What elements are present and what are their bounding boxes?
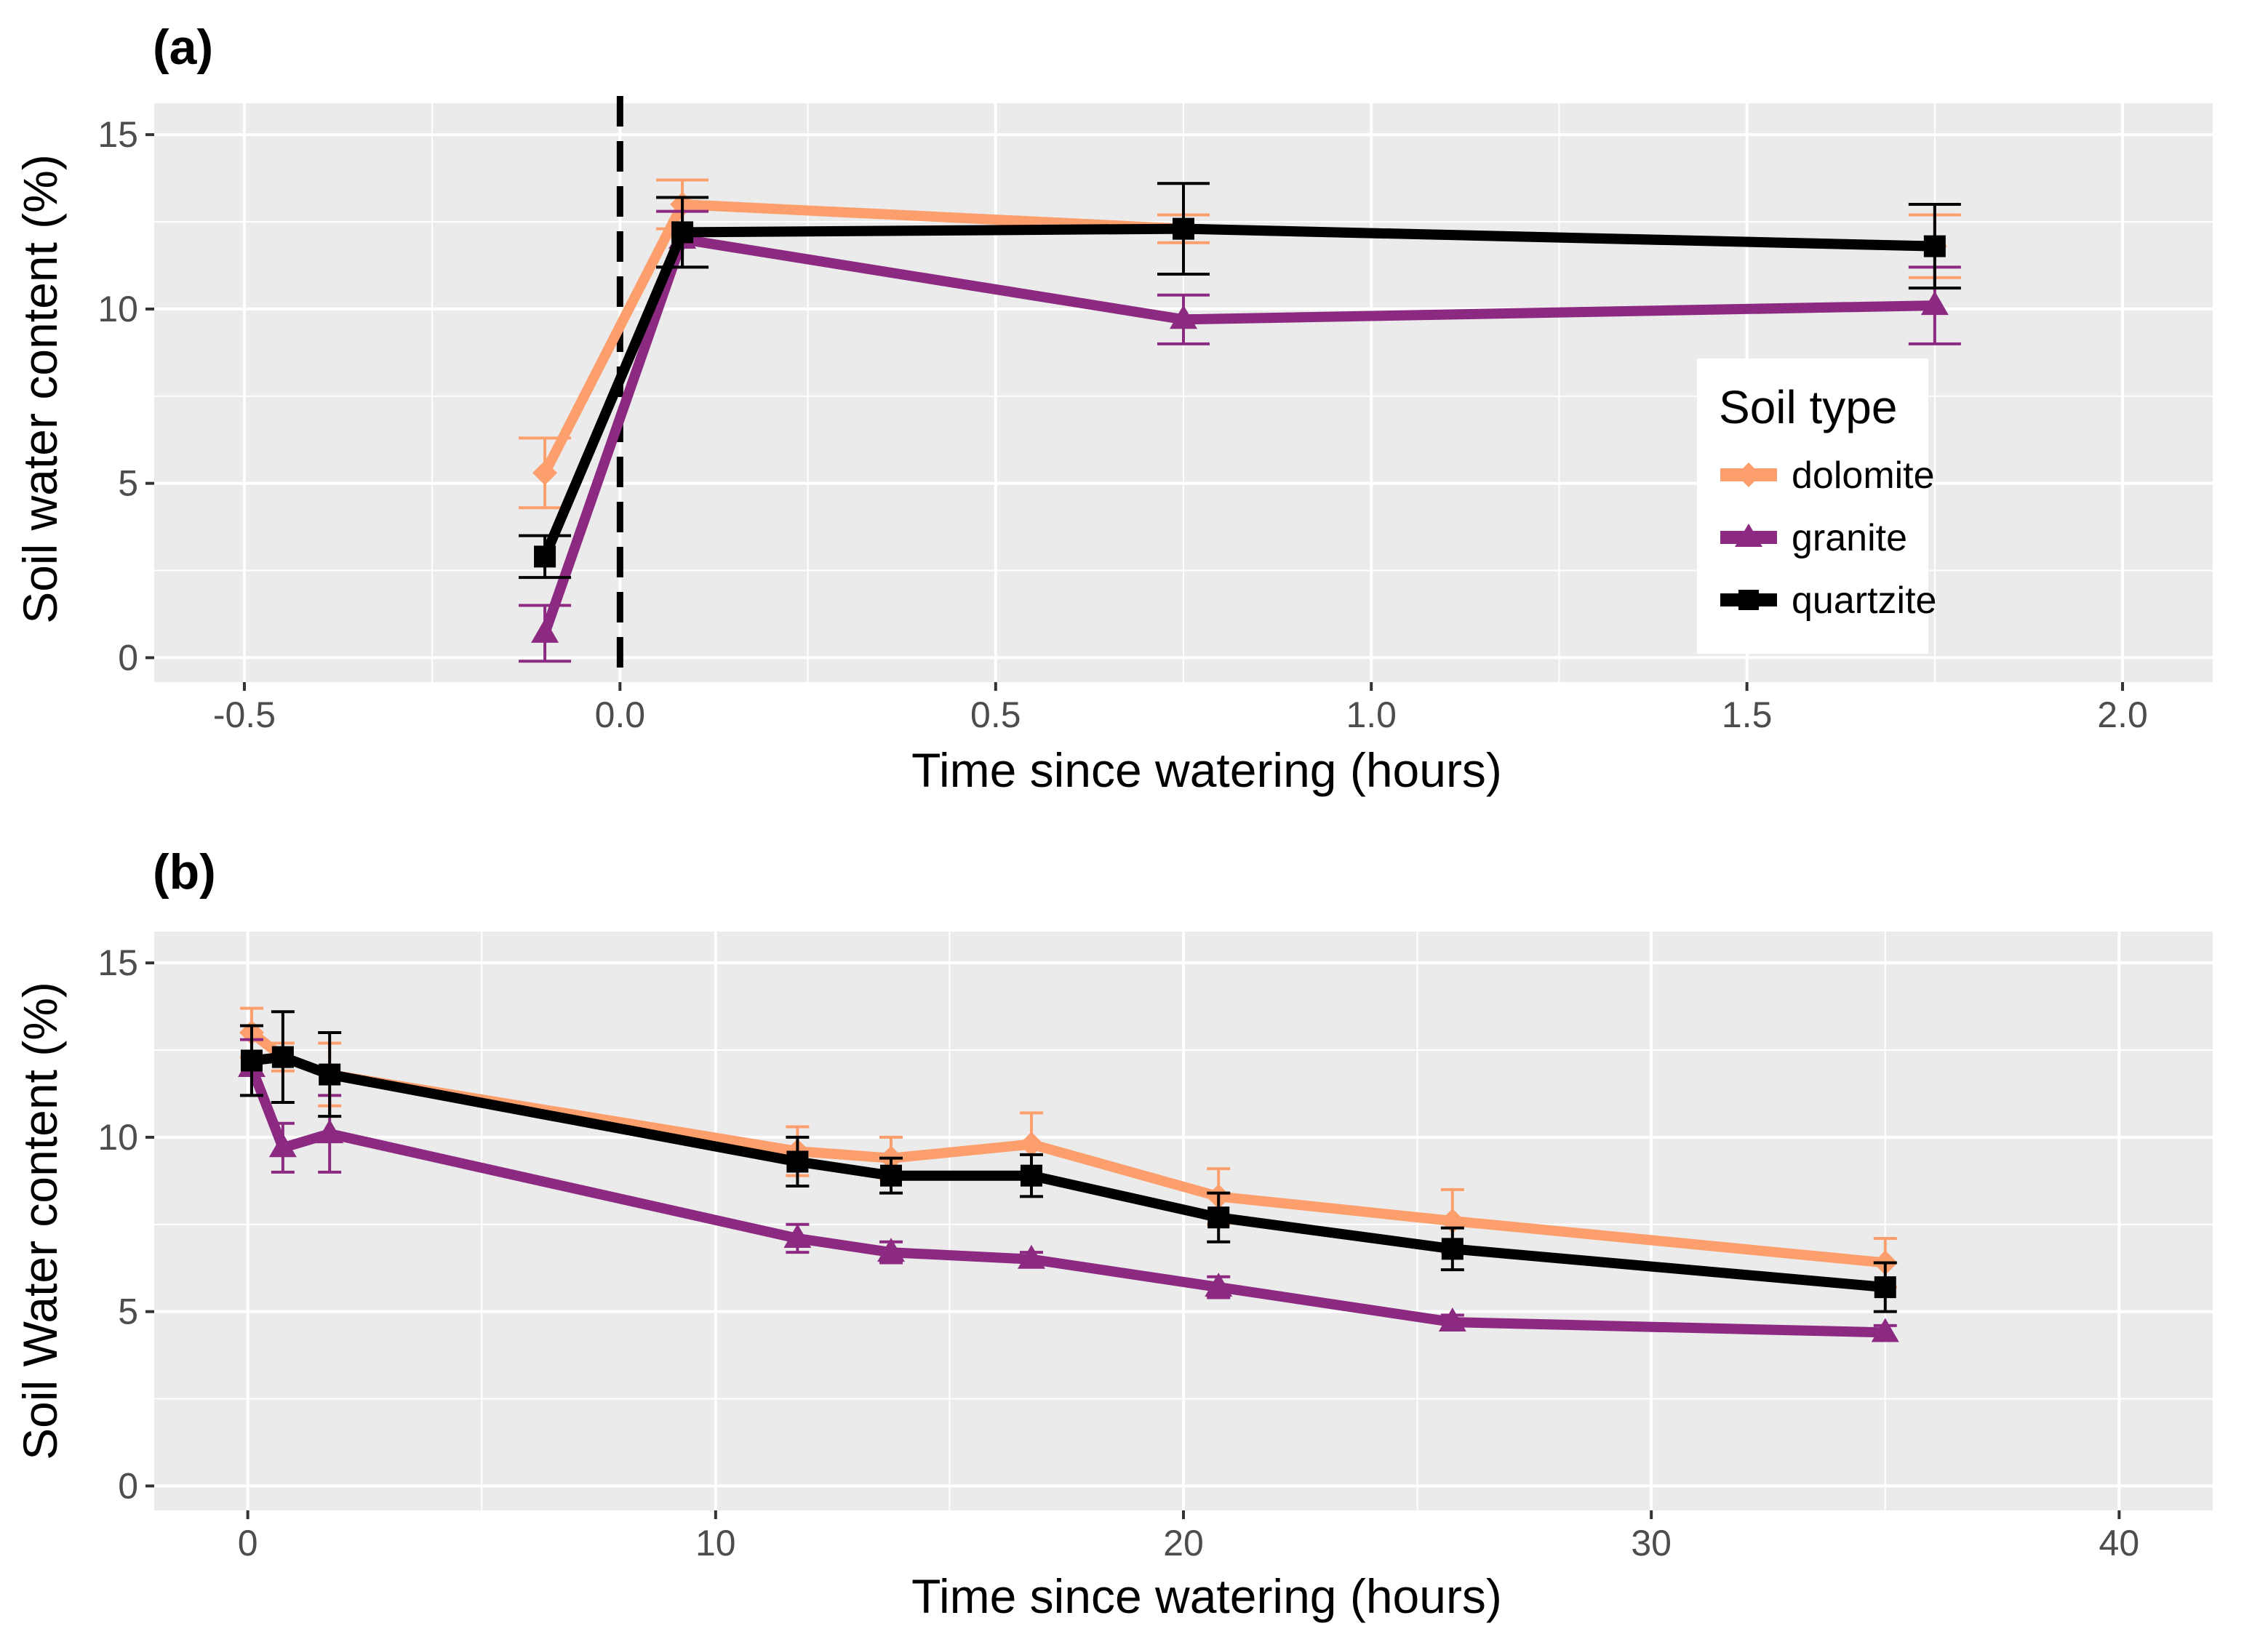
panel-b-label: (b) (153, 844, 216, 900)
panel-b: (b) 0 10 20 30 40 0 5 10 15 Time since watering … (13, 844, 2213, 1623)
panel-a-point-granite (531, 618, 559, 643)
legend-key-dolomite-marker (1736, 462, 1761, 487)
legend-key-granite-marker (1735, 524, 1762, 547)
panel-b-point-quartzite (880, 1164, 903, 1187)
legend-entry-granite: granite (1720, 517, 1907, 559)
legend-entry-quartzite: quartzite (1720, 580, 1936, 622)
panel-b-x-tick-label: 20 (1163, 1523, 1204, 1563)
panel-a-line-granite (540, 234, 1935, 636)
legend-key-quartzite-marker (1738, 590, 1759, 610)
panel-a-x-tick-label: 2.0 (2097, 694, 2148, 735)
panel-b-point-quartzite (1020, 1164, 1042, 1187)
panel-b-grid (154, 932, 2213, 1510)
panel-b-point-quartzite (1441, 1238, 1464, 1260)
legend-title: Soil type (1719, 381, 1897, 433)
legend-label-dolomite: dolomite (1792, 454, 1935, 497)
panel-b-point-granite (1205, 1273, 1233, 1297)
panel-a-x-axis-title: Time since watering (hours) (911, 743, 1502, 797)
panel-a-x-tick-label: -0.5 (213, 694, 276, 735)
panel-b-point-quartzite (240, 1049, 263, 1072)
panel-a-x-tick-label: 0.5 (970, 694, 1021, 735)
panel-b-point-quartzite (271, 1046, 294, 1068)
legend-entry-dolomite: dolomite (1720, 454, 1935, 497)
panel-a-y-tick-label: 0 (118, 637, 138, 678)
panel-a-y-tick-label: 10 (97, 289, 138, 329)
panel-b-y-tick-label: 10 (97, 1117, 138, 1158)
panel-b-point-granite (1017, 1244, 1045, 1269)
panel-a-point-granite (1920, 291, 1949, 316)
panel-b-point-quartzite (319, 1063, 341, 1086)
panel-b-point-quartzite (786, 1150, 809, 1173)
panel-a-series-quartzite (519, 182, 1961, 580)
panel-b-x-tick-label: 30 (1631, 1523, 1672, 1563)
panel-b-point-granite (1871, 1318, 1899, 1342)
panel-b-point-granite (316, 1119, 344, 1144)
panel-b-x-tick-label: 10 (695, 1523, 736, 1563)
panel-a-line-quartzite (540, 223, 1935, 559)
panel-a-point-quartzite (1173, 217, 1194, 240)
panel-b-x-axis-title: Time since watering (hours) (911, 1569, 1502, 1623)
panel-a-point-quartzite (1923, 235, 1946, 257)
panel-a-point-dolomite (532, 460, 558, 486)
panel-a-x-tick-label: 1.5 (1722, 694, 1773, 735)
panel-a-y-tick-label: 5 (118, 463, 138, 504)
panel-b-x-tick-label: 40 (2099, 1523, 2140, 1563)
panel-b-series-quartzite (239, 1010, 1897, 1313)
panel-b-point-granite (877, 1238, 906, 1262)
panel-b-series (237, 1006, 1899, 1342)
panel-b-y-axis-title: Soil Water content (%) (13, 982, 67, 1460)
panel-b-point-granite (1438, 1307, 1466, 1332)
panel-b-y-tick-label: 15 (97, 942, 138, 983)
panel-b-x-tick-label: 0 (238, 1523, 258, 1563)
legend: Soil type dolomite granite quartzite (1697, 359, 1936, 654)
legend-label-granite: granite (1792, 517, 1907, 559)
panel-a-y-axis-title: Soil water content (%) (13, 154, 67, 624)
panel-b-point-quartzite (1207, 1206, 1230, 1229)
panel-b-y-tick-label: 5 (118, 1291, 138, 1332)
panel-b-point-granite (783, 1223, 812, 1248)
panel-a-label: (a) (153, 20, 213, 75)
panel-a-x-tick-label: 1.0 (1346, 694, 1397, 735)
panel-b-y-tick-label: 0 (118, 1465, 138, 1506)
panel-a-series (519, 178, 1961, 663)
panel-b-point-quartzite (1874, 1276, 1896, 1299)
panel-b-axes: 0 10 20 30 40 0 5 10 15 (97, 942, 2139, 1563)
panel-a-point-quartzite (671, 221, 694, 244)
panel-b-point-dolomite (1018, 1132, 1044, 1157)
panel-a-point-granite (1170, 305, 1197, 329)
panel-a: (a) -0.5 0.0 0.5 1.0 1.5 2.0 0 5 10 15 Time since… (13, 20, 2213, 797)
panel-a-y-tick-label: 15 (97, 114, 138, 155)
panel-b-point-granite (268, 1133, 297, 1158)
panel-a-axes: -0.5 0.0 0.5 1.0 1.5 2.0 0 5 10 15 (97, 114, 2147, 735)
legend-label-quartzite: quartzite (1792, 580, 1936, 622)
panel-a-point-quartzite (534, 545, 556, 568)
panel-a-x-tick-label: 0.0 (595, 694, 646, 735)
